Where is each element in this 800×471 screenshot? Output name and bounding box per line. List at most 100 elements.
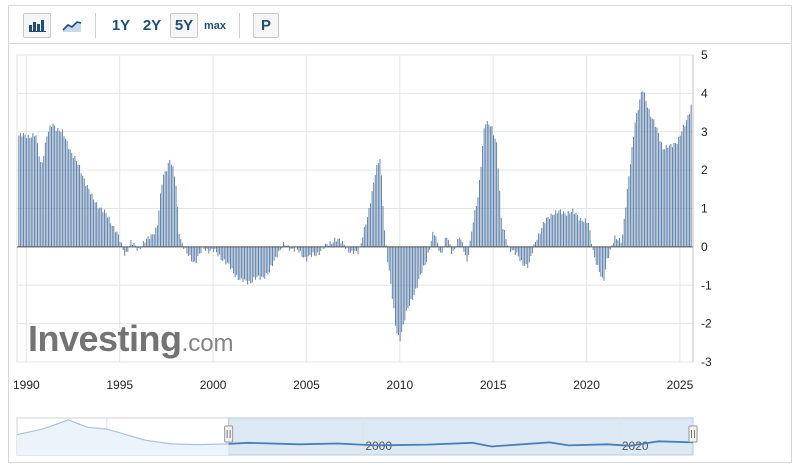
bar xyxy=(65,138,67,247)
bar xyxy=(298,246,300,253)
bar xyxy=(570,212,572,247)
bar xyxy=(261,246,263,277)
bar xyxy=(60,132,62,247)
bar xyxy=(337,238,339,247)
bar xyxy=(111,225,113,247)
x-tick-label: 1990 xyxy=(13,378,40,392)
bar xyxy=(239,246,241,280)
bar xyxy=(214,246,216,250)
bar xyxy=(174,176,175,247)
bar xyxy=(422,246,424,266)
bar xyxy=(589,230,591,247)
bar-chart-button[interactable] xyxy=(23,13,51,38)
bar xyxy=(415,246,417,289)
bar xyxy=(619,238,621,247)
range-1y-button[interactable]: 1Y xyxy=(111,17,131,34)
bar xyxy=(206,246,208,249)
bar xyxy=(536,239,538,247)
bar xyxy=(485,124,487,247)
bar xyxy=(390,246,392,284)
bar xyxy=(371,191,373,247)
bar xyxy=(91,193,93,247)
y-tick-label: -1 xyxy=(701,278,712,292)
bar xyxy=(348,246,350,253)
bar xyxy=(219,246,221,255)
bar xyxy=(623,218,625,247)
x-tick-label: 1995 xyxy=(106,378,133,392)
bar xyxy=(486,120,488,247)
bar xyxy=(687,115,689,247)
bar xyxy=(340,243,342,247)
y-tick-label: -3 xyxy=(701,355,712,369)
bar xyxy=(399,246,401,342)
bar xyxy=(685,120,687,247)
bar xyxy=(54,125,56,247)
navigator[interactable]: 198020002020 xyxy=(16,417,698,456)
navigator-left-handle[interactable] xyxy=(224,425,234,443)
range-max-button[interactable]: max xyxy=(203,19,227,32)
bar xyxy=(436,242,438,247)
bar xyxy=(352,246,354,255)
bar xyxy=(689,113,691,247)
bar xyxy=(577,215,579,247)
bar xyxy=(388,246,390,271)
bar xyxy=(38,156,40,247)
bar xyxy=(21,136,23,247)
bar xyxy=(549,218,550,247)
bar xyxy=(471,231,473,247)
bar xyxy=(284,245,286,247)
bar xyxy=(175,185,177,247)
bar xyxy=(477,197,479,247)
bar xyxy=(583,222,585,247)
bar xyxy=(636,112,638,247)
bar xyxy=(212,246,214,253)
bar xyxy=(412,246,414,300)
bar xyxy=(606,246,608,259)
bar xyxy=(678,136,680,247)
bar xyxy=(605,246,607,270)
bar xyxy=(628,176,630,247)
bar xyxy=(192,246,194,263)
bar xyxy=(429,246,431,250)
bar xyxy=(622,234,624,247)
period-p-button[interactable]: P xyxy=(253,13,279,38)
bar xyxy=(521,246,522,261)
bar xyxy=(553,214,555,247)
bar xyxy=(93,199,95,247)
bar xyxy=(522,246,524,266)
bar xyxy=(419,246,421,275)
bar xyxy=(304,246,306,258)
bar xyxy=(127,246,129,252)
bar xyxy=(682,124,684,247)
x-tick-label: 2015 xyxy=(480,378,507,392)
bar xyxy=(679,135,681,247)
range-5y-button[interactable]: 5Y xyxy=(170,13,198,38)
bar xyxy=(427,246,429,253)
bar xyxy=(166,171,168,247)
range-2y-button[interactable]: 2Y xyxy=(142,17,162,34)
bar xyxy=(648,108,650,247)
bar xyxy=(668,145,670,247)
x-tick-label: 2000 xyxy=(200,378,227,392)
bar xyxy=(251,246,253,283)
bar xyxy=(591,243,593,247)
bar xyxy=(318,246,320,256)
bar xyxy=(107,217,109,247)
bar xyxy=(169,159,171,247)
x-tick-label: 2025 xyxy=(667,378,694,392)
bar xyxy=(323,246,325,249)
bar xyxy=(96,202,98,247)
bar xyxy=(265,246,267,274)
bar xyxy=(300,246,302,251)
bar xyxy=(331,244,333,247)
bar xyxy=(555,210,557,247)
bar xyxy=(267,246,269,275)
bar xyxy=(584,218,586,247)
bar xyxy=(233,246,235,274)
bar xyxy=(262,246,264,278)
bar xyxy=(68,149,70,247)
bar xyxy=(528,246,530,263)
bar xyxy=(368,207,370,247)
navigator-right-handle[interactable] xyxy=(688,425,698,443)
line-chart-button[interactable] xyxy=(58,13,86,38)
